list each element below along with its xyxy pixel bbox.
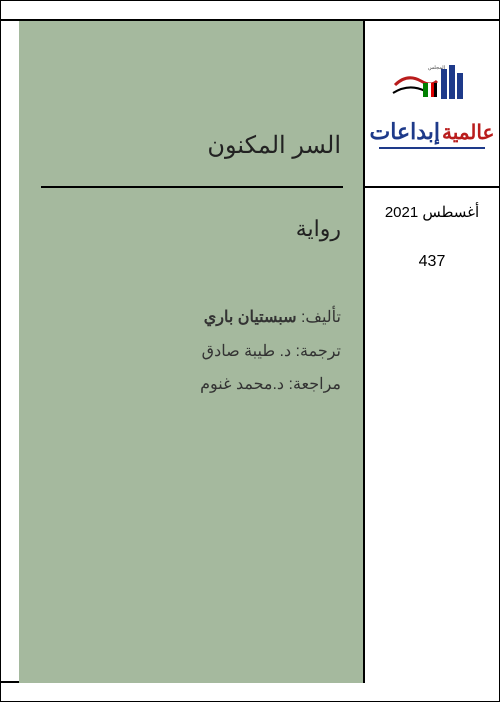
svg-text:المجلس: المجلس [428, 65, 445, 71]
series-logo: المجلس عالمية إبداعات [373, 31, 491, 149]
right-panel-separator [365, 186, 499, 188]
logo-underline [379, 147, 485, 149]
main-panel: السر المكنون رواية تأليف: سبستيان باري ت… [19, 21, 363, 683]
credits-block: تأليف: سبستيان باري ترجمة: د. طيبة صادق … [200, 301, 341, 402]
title-separator [41, 186, 343, 188]
reviewer-name: د.محمد غنوم [200, 376, 284, 393]
translator-name: د. طيبة صادق [202, 343, 291, 360]
author-label: تأليف: [301, 309, 341, 326]
author-name: سبستيان باري [204, 309, 297, 326]
logo-word-blue: إبداعات [370, 119, 440, 145]
book-subtitle: رواية [296, 216, 341, 242]
reviewer-label: مراجعة: [289, 376, 341, 393]
emblem-svg: المجلس [387, 63, 477, 113]
translator-line: ترجمة: د. طيبة صادق [200, 335, 341, 369]
issue-number: 437 [375, 253, 489, 271]
issue-date: أغسطس 2021 [375, 203, 489, 221]
logo-word-red: عالمية [442, 120, 494, 145]
logo-emblem: المجلس [387, 63, 477, 113]
author-line: تأليف: سبستيان باري [200, 301, 341, 335]
translator-label: ترجمة: [296, 343, 341, 360]
reviewer-line: مراجعة: د.محمد غنوم [200, 368, 341, 402]
logo-wordmark: عالمية إبداعات [370, 119, 495, 145]
info-panel: المجلس عالمية إبداعات أغسطس 2021 437 [365, 21, 499, 683]
book-cover: المجلس عالمية إبداعات أغسطس 2021 437 الس… [0, 0, 500, 702]
book-title: السر المكنون [207, 131, 341, 160]
vertical-separator [363, 21, 365, 683]
